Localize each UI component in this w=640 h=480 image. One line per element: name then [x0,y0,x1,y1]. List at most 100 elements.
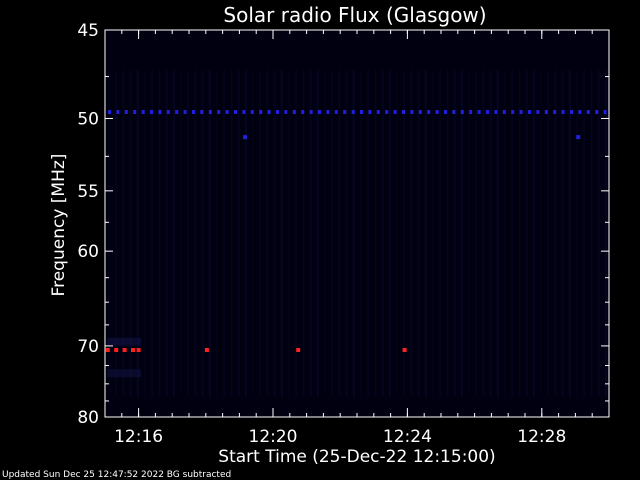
texture-streak [504,70,506,397]
texture-streak [309,70,312,397]
texture-streak [338,70,341,397]
x-tick-label: 12:24 [383,427,432,447]
texture-streak [223,70,226,397]
y-axis-label: Frequency [MHz] [49,154,69,297]
band-dash [192,110,195,114]
band-dash [536,110,540,114]
y-tick-label: 55 [77,182,99,202]
band-dash [570,110,573,114]
band-dash [578,110,582,114]
texture-streak [475,70,478,397]
texture-streak [136,70,139,397]
texture-streak [316,70,319,397]
texture-streak [187,70,190,397]
texture-streak [482,70,485,397]
texture-streak [244,70,247,397]
band-dash [368,110,372,114]
texture-streak [129,70,132,397]
dim-patch [107,337,141,346]
texture-streak [144,70,146,397]
band-dash [351,110,355,114]
y-tick-label: 80 [77,408,99,428]
texture-streak [266,70,269,397]
y-axis: 45 50 55 60 70 80 [77,21,609,428]
texture-streak [345,70,348,397]
texture-streak [122,70,125,397]
band-dash [595,110,599,114]
texture-streak [172,70,175,397]
texture-streak [295,70,298,397]
band-dash [553,110,557,114]
band-dash [544,110,548,114]
texture-streak [252,70,254,397]
texture-streak [496,70,499,397]
texture-streak [331,70,334,397]
band-dash [108,110,111,114]
texture-streak [460,70,463,397]
hotspot [105,348,110,352]
texture-streak [518,70,521,397]
band-dash [259,110,263,114]
band-dash [183,110,187,114]
band-dash [141,110,145,114]
texture-streak [417,70,420,397]
band-dash [292,110,296,114]
texture-streak [230,70,233,397]
band-dash [586,110,590,114]
band-dash [343,110,347,114]
texture-streak [324,70,326,397]
hotspot [296,348,301,352]
band-dash [393,110,397,114]
texture-streak [259,70,262,397]
band-dash [376,110,380,114]
texture-streak [158,70,161,397]
texture-streak [108,70,110,397]
band-dash [410,110,414,114]
texture-streak [352,70,355,397]
texture-streak [468,70,470,397]
band-dash [469,110,473,114]
texture-streak [547,70,550,397]
hotspot [204,348,209,352]
texture-streak [374,70,377,397]
band-dash [217,110,221,114]
band-dash [519,110,523,114]
band-dash [309,110,313,114]
texture-streak [381,70,384,397]
texture-streak [554,70,557,397]
band-dash [116,110,120,114]
band-dash [166,110,170,114]
band-dash [234,110,237,114]
texture-streak [489,70,492,397]
x-axis-label: Start Time (25-Dec-22 12:15:00) [218,447,495,467]
band-dash [385,110,389,114]
band-dash [318,110,321,114]
band-dash [276,110,279,114]
texture-streak [288,70,290,397]
texture-streak [360,70,362,397]
y-tick-label: 50 [77,109,99,129]
texture-streak [432,70,434,397]
band-dash [494,110,498,114]
band-dash [452,110,456,114]
texture-streak [403,70,406,397]
band-dash [603,110,607,114]
texture-streak [388,70,391,397]
texture-streak [115,70,118,397]
band-dash [460,110,464,114]
texture-streak [216,70,218,397]
texture-streak [540,70,542,397]
band-dash [427,110,431,114]
band-dash [360,110,363,114]
x-tick-label: 12:16 [114,427,163,447]
texture-streak [604,70,607,397]
plot-area [105,30,609,417]
band-dash [250,110,254,114]
band-dash [175,110,179,114]
band-dash [124,110,128,114]
texture-streak [511,70,514,397]
band-dash [242,110,246,114]
band-50mhz [108,110,607,114]
chart-title: Solar radio Flux (Glasgow) [223,3,486,27]
